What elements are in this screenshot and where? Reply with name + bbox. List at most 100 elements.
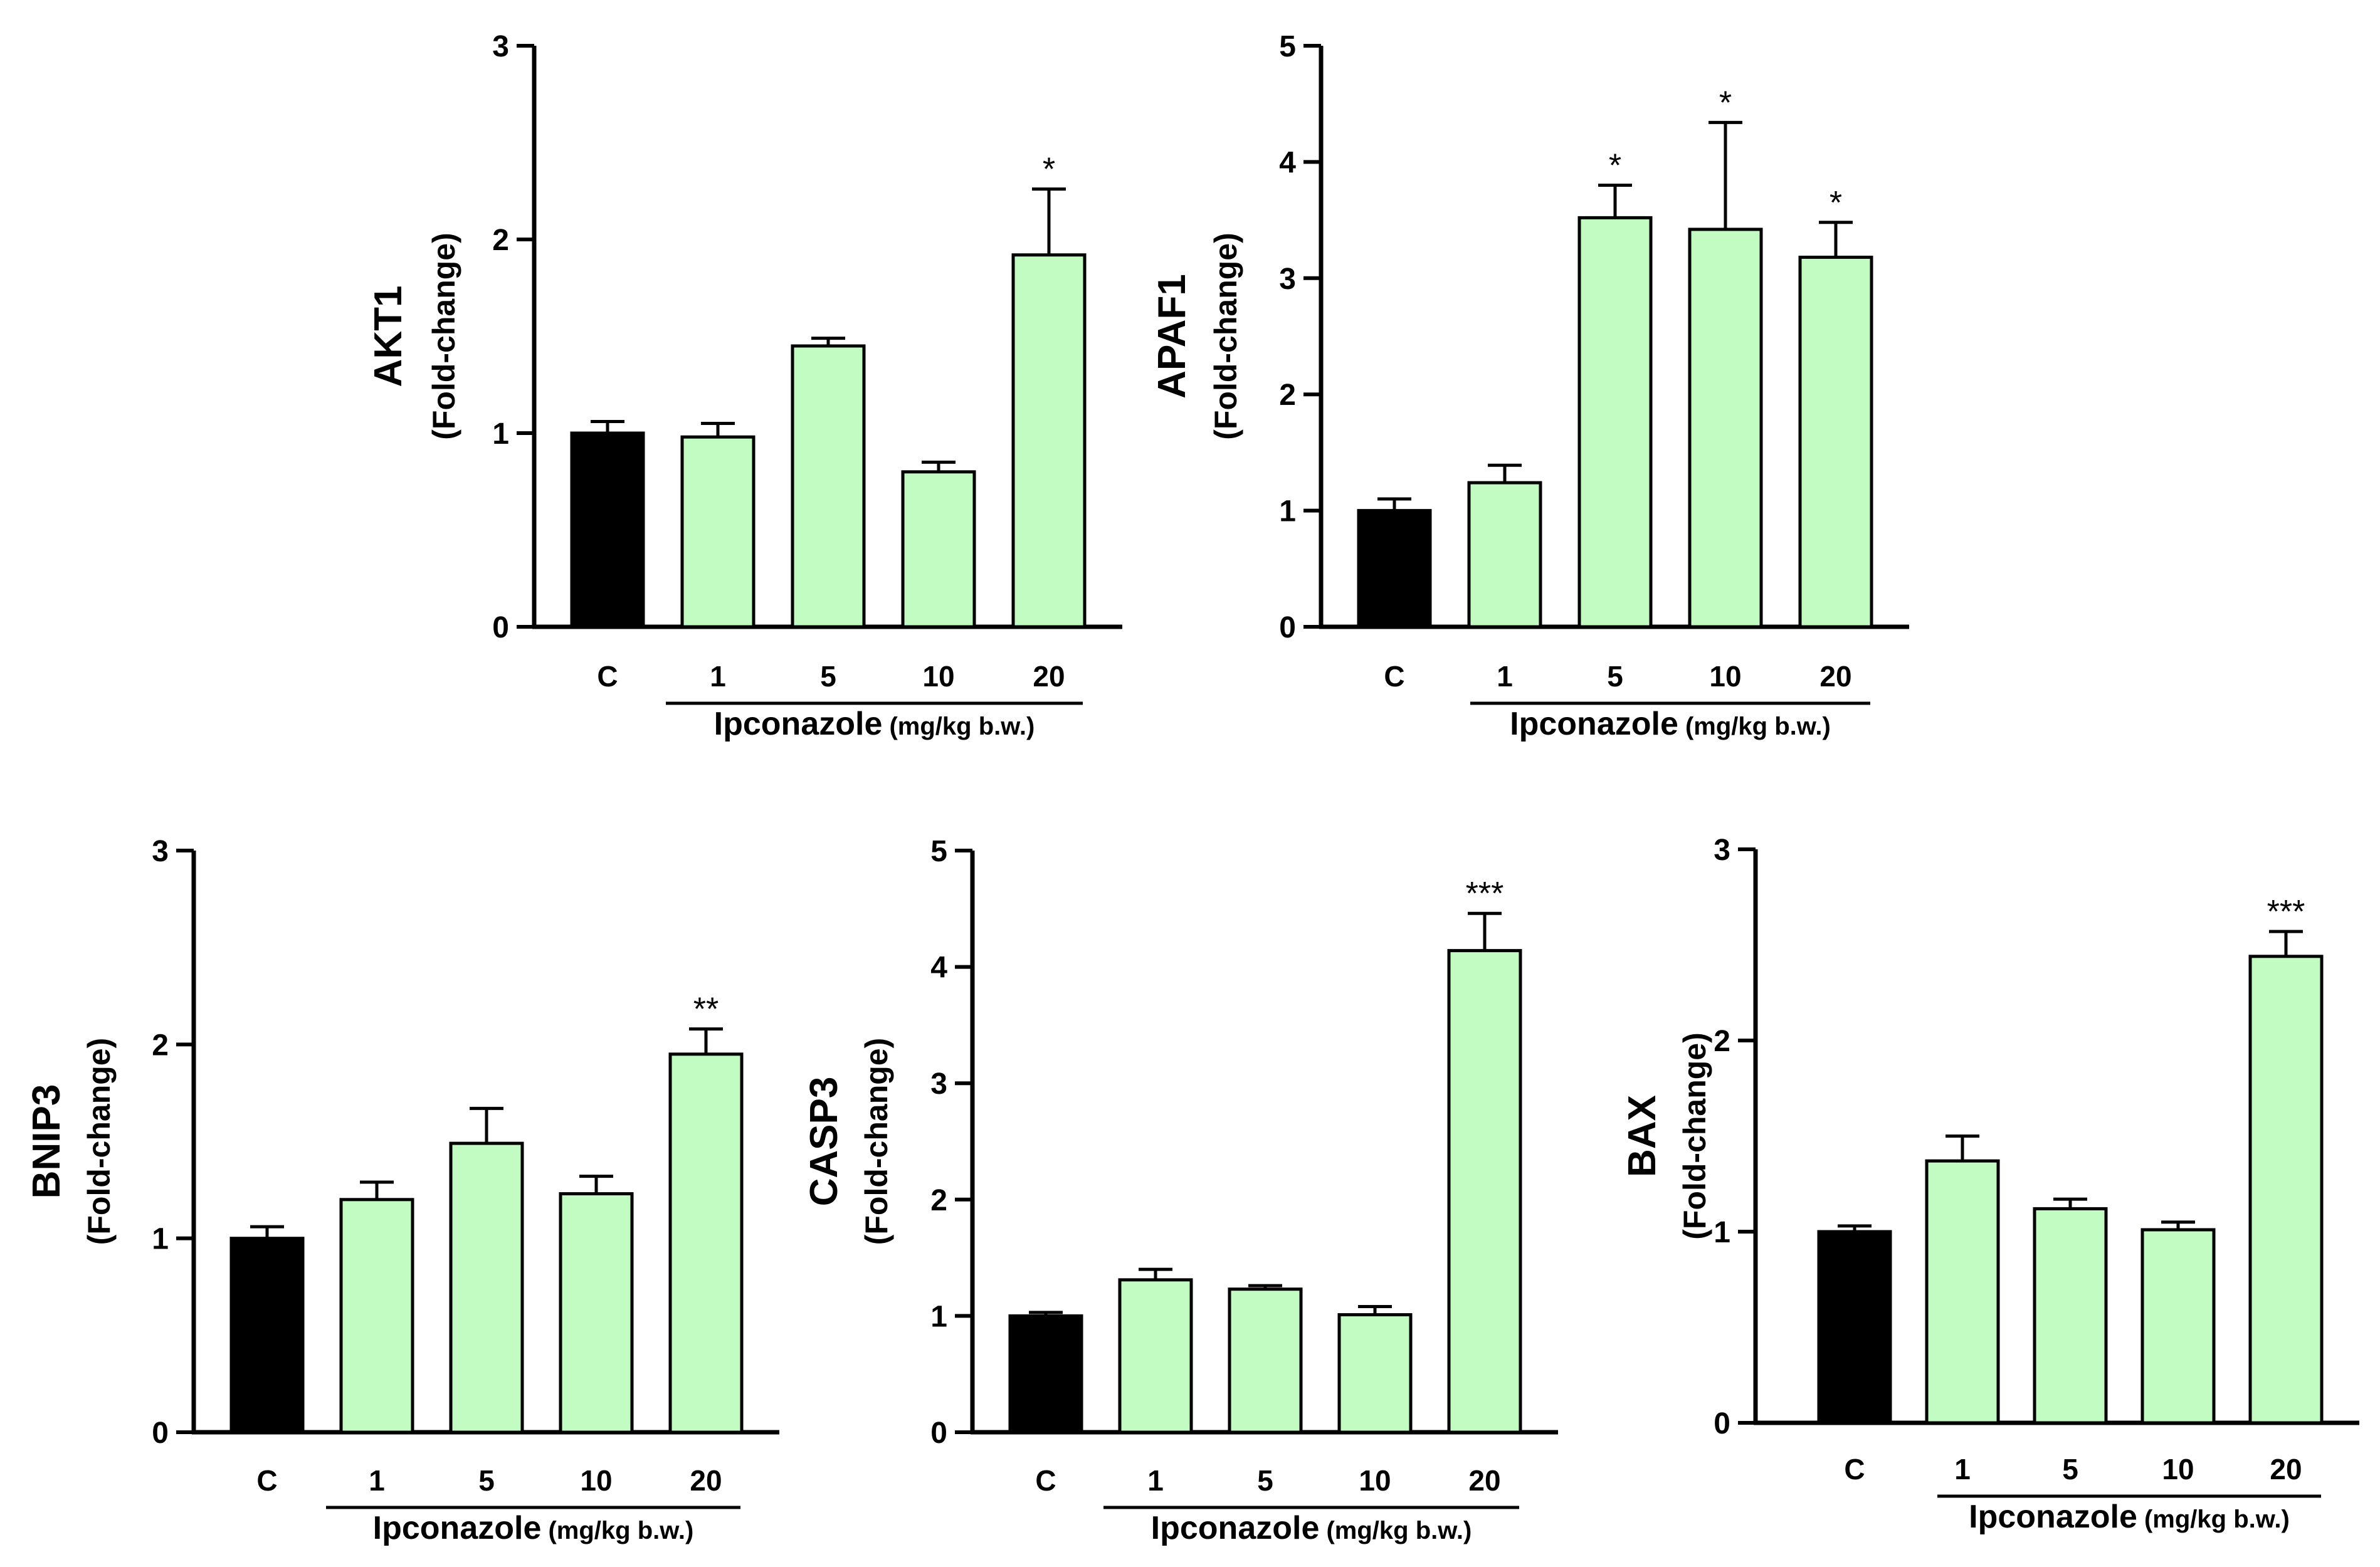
group-label-unit: (mg/kg b.w.) — [882, 713, 1035, 740]
bar-1 — [339, 1198, 414, 1434]
category-label: C — [1844, 1453, 1865, 1486]
significance-mark: ** — [693, 992, 719, 1028]
bar-C — [229, 1237, 305, 1434]
chart-bnip3: 0 1 2 3 C 1 5 10 20 ** Ipconazole (mg/kg b.w.) BNIP… — [25, 835, 779, 1546]
bar-5 — [1228, 1287, 1303, 1434]
bar-20 — [1447, 949, 1522, 1434]
chart-title: APAF1 — [1151, 274, 1194, 399]
y-tick-label: 4 — [1279, 146, 1296, 179]
category-label: C — [256, 1464, 277, 1497]
category-label: 1 — [710, 660, 726, 693]
category-label: 10 — [2162, 1453, 2194, 1486]
y-tick-label: 0 — [152, 1417, 169, 1450]
y-tick-label: 3 — [930, 1067, 947, 1101]
y-tick-label: 2 — [1279, 379, 1296, 412]
category-label: 1 — [1497, 660, 1513, 693]
category-label: 1 — [1147, 1464, 1164, 1497]
chart-title: BNIP3 — [25, 1084, 68, 1199]
group-label-name: Ipconazole — [1969, 1499, 2137, 1535]
bar-10 — [901, 470, 976, 629]
bar-1 — [680, 435, 756, 629]
chart-title: CASP3 — [803, 1077, 846, 1207]
y-tick-label: 0 — [1279, 611, 1296, 644]
significance-mark: * — [1719, 85, 1732, 121]
y-tick-label: 1 — [152, 1223, 169, 1256]
y-axis-label: (Fold-change) — [1677, 1032, 1712, 1240]
bar-C — [1357, 509, 1432, 629]
group-label-name: Ipconazole — [1151, 1510, 1320, 1546]
y-tick-label: 3 — [1279, 263, 1296, 296]
y-tick-label: 5 — [1279, 30, 1296, 63]
category-label: 20 — [2270, 1453, 2302, 1486]
bar-10 — [1688, 228, 1763, 629]
bar-10 — [559, 1192, 634, 1434]
category-label: 1 — [1954, 1453, 1971, 1486]
y-tick-label: 0 — [492, 611, 509, 644]
chart-apaf1: 0 1 2 3 4 5 C 1 5 * 10 * 20 * Ipconazole (mg/kg b.w.) A… — [1151, 30, 1909, 742]
y-tick-label: 5 — [930, 835, 947, 868]
y-tick-label: 2 — [930, 1184, 947, 1217]
group-label-unit: (mg/kg b.w.) — [1319, 1517, 1472, 1544]
category-label: 20 — [1819, 660, 1851, 693]
bar-1 — [1467, 481, 1542, 629]
category-label: 5 — [820, 660, 836, 693]
y-tick-label: 1 — [1714, 1216, 1730, 1249]
bar-5 — [1577, 216, 1653, 629]
category-label: 5 — [478, 1464, 495, 1497]
bar-20 — [668, 1052, 744, 1434]
group-label-name: Ipconazole — [1510, 706, 1678, 742]
bar-C — [1008, 1314, 1083, 1434]
y-axis-label: (Fold-change) — [426, 233, 461, 440]
bar-20 — [2248, 955, 2324, 1425]
bar-5 — [449, 1141, 524, 1434]
significance-mark: *** — [2267, 894, 2305, 930]
category-label: 20 — [1468, 1464, 1500, 1497]
category-label: 10 — [922, 660, 954, 693]
y-tick-label: 2 — [1714, 1025, 1730, 1058]
y-tick-label: 0 — [930, 1417, 947, 1450]
category-label: C — [1384, 660, 1404, 693]
category-label: C — [1035, 1464, 1056, 1497]
group-label: Ipconazole (mg/kg b.w.) — [373, 1510, 694, 1546]
significance-mark: * — [1830, 185, 1842, 221]
group-label: Ipconazole (mg/kg b.w.) — [1510, 706, 1831, 742]
group-label: Ipconazole (mg/kg b.w.) — [1151, 1510, 1472, 1546]
bar-20 — [1798, 255, 1873, 629]
group-label-unit: (mg/kg b.w.) — [1678, 713, 1831, 740]
significance-mark: * — [1043, 152, 1055, 188]
y-axis-label: (Fold-change) — [859, 1038, 894, 1245]
group-label-unit: (mg/kg b.w.) — [541, 1517, 693, 1544]
category-label: 1 — [369, 1464, 385, 1497]
bar-5 — [791, 344, 866, 629]
group-label-name: Ipconazole — [714, 706, 883, 742]
category-label: 20 — [1033, 660, 1065, 693]
bar-20 — [1011, 253, 1087, 629]
chart-akt1: 0 1 2 3 C 1 5 10 20 * Ipconazole (mg/kg b.w.) AKT1 (… — [367, 30, 1122, 742]
bar-5 — [2033, 1207, 2108, 1425]
y-tick-label: 3 — [492, 30, 509, 63]
group-label-name: Ipconazole — [373, 1510, 542, 1546]
category-label: 5 — [2062, 1453, 2078, 1486]
group-label: Ipconazole (mg/kg b.w.) — [714, 706, 1035, 742]
category-label: 10 — [1359, 1464, 1391, 1497]
y-tick-label: 4 — [930, 951, 947, 985]
y-tick-label: 1 — [1279, 495, 1296, 528]
y-tick-label: 3 — [152, 835, 169, 868]
bar-1 — [1925, 1159, 2000, 1425]
chart-title: AKT1 — [367, 286, 410, 387]
category-label: 10 — [1709, 660, 1741, 693]
bar-C — [570, 431, 645, 629]
category-label: 5 — [1257, 1464, 1273, 1497]
category-label: C — [597, 660, 618, 693]
chart-title: BAX — [1621, 1095, 1664, 1177]
y-axis-label: (Fold-change) — [1208, 233, 1243, 440]
y-axis-label: (Fold-change) — [82, 1038, 117, 1245]
y-tick-label: 0 — [1714, 1407, 1730, 1440]
significance-mark: *** — [1466, 876, 1504, 912]
bar-C — [1817, 1230, 1892, 1425]
bar-1 — [1118, 1278, 1193, 1434]
chart-casp3: 0 1 2 3 4 5 C 1 5 10 20 *** Ipconazole (mg/kg b.w.) C… — [803, 835, 1558, 1546]
bar-10 — [2140, 1228, 2216, 1425]
significance-mark: * — [1609, 147, 1621, 184]
